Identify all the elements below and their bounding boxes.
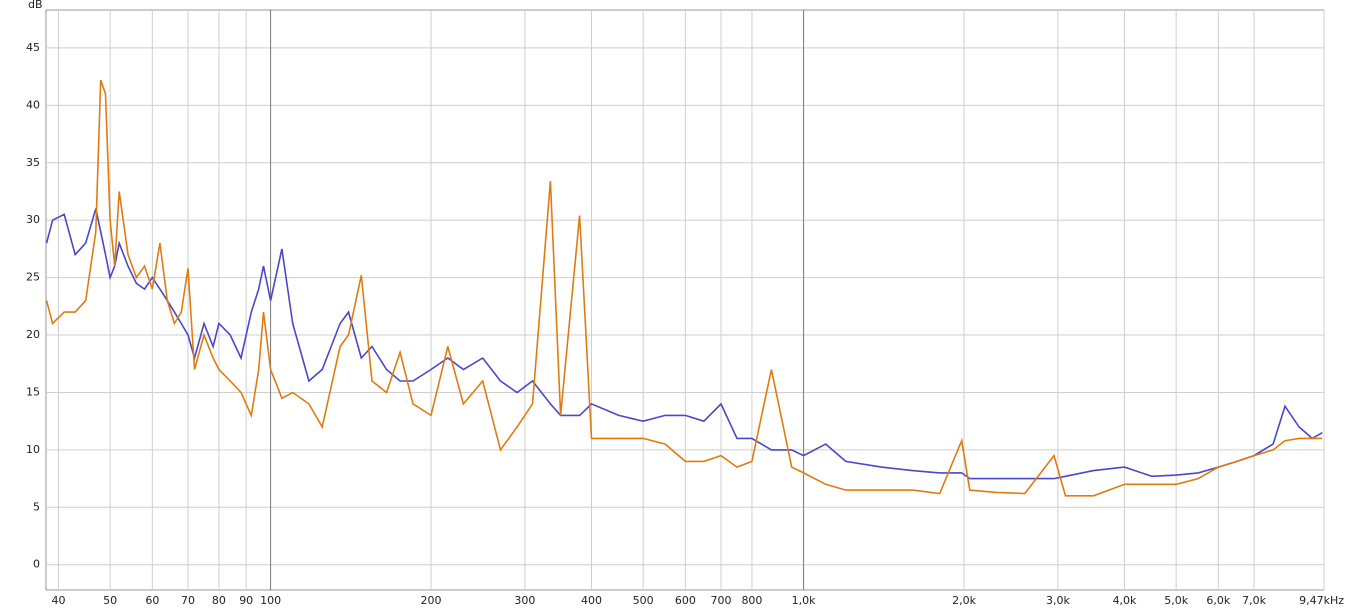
x-tick-label: 5,0k xyxy=(1164,594,1188,607)
x-tick-label: 2,0k xyxy=(952,594,976,607)
x-tick-label: 4,0k xyxy=(1113,594,1137,607)
x-tick-label: 90 xyxy=(239,594,253,607)
x-tick-label: 60 xyxy=(145,594,159,607)
x-tick-label: 700 xyxy=(711,594,732,607)
series-line xyxy=(45,208,1323,480)
x-tick-label: 600 xyxy=(675,594,696,607)
series-line xyxy=(45,79,1323,497)
x-tick-label: 500 xyxy=(633,594,654,607)
y-tick-label: 30 xyxy=(26,213,40,226)
y-tick-label: 0 xyxy=(33,558,40,571)
y-tick-label: 25 xyxy=(26,271,40,284)
x-tick-label: 80 xyxy=(212,594,226,607)
x-tick-label: 200 xyxy=(421,594,442,607)
x-tick-label: 7,0k xyxy=(1242,594,1266,607)
x-tick-label: 300 xyxy=(514,594,535,607)
y-axis-label: dB xyxy=(28,0,43,11)
y-tick-label: 35 xyxy=(26,156,40,169)
x-tick-label: 400 xyxy=(581,594,602,607)
y-tick-label: 45 xyxy=(26,41,40,54)
x-tick-label: 3,0k xyxy=(1046,594,1070,607)
x-tick-label: 70 xyxy=(181,594,195,607)
x-tick-label: 800 xyxy=(741,594,762,607)
y-tick-label: 5 xyxy=(33,500,40,513)
x-tick-label: 40 xyxy=(51,594,65,607)
x-tick-label: 50 xyxy=(103,594,117,607)
x-tick-label: 100 xyxy=(260,594,281,607)
y-tick-label: 20 xyxy=(26,328,40,341)
y-tick-label: 40 xyxy=(26,98,40,111)
x-tick-label: 9,47kHz xyxy=(1299,594,1344,607)
y-tick-label: 10 xyxy=(26,443,40,456)
y-tick-label: 15 xyxy=(26,385,40,398)
x-tick-label: 6,0k xyxy=(1206,594,1230,607)
x-tick-label: 1,0k xyxy=(792,594,816,607)
